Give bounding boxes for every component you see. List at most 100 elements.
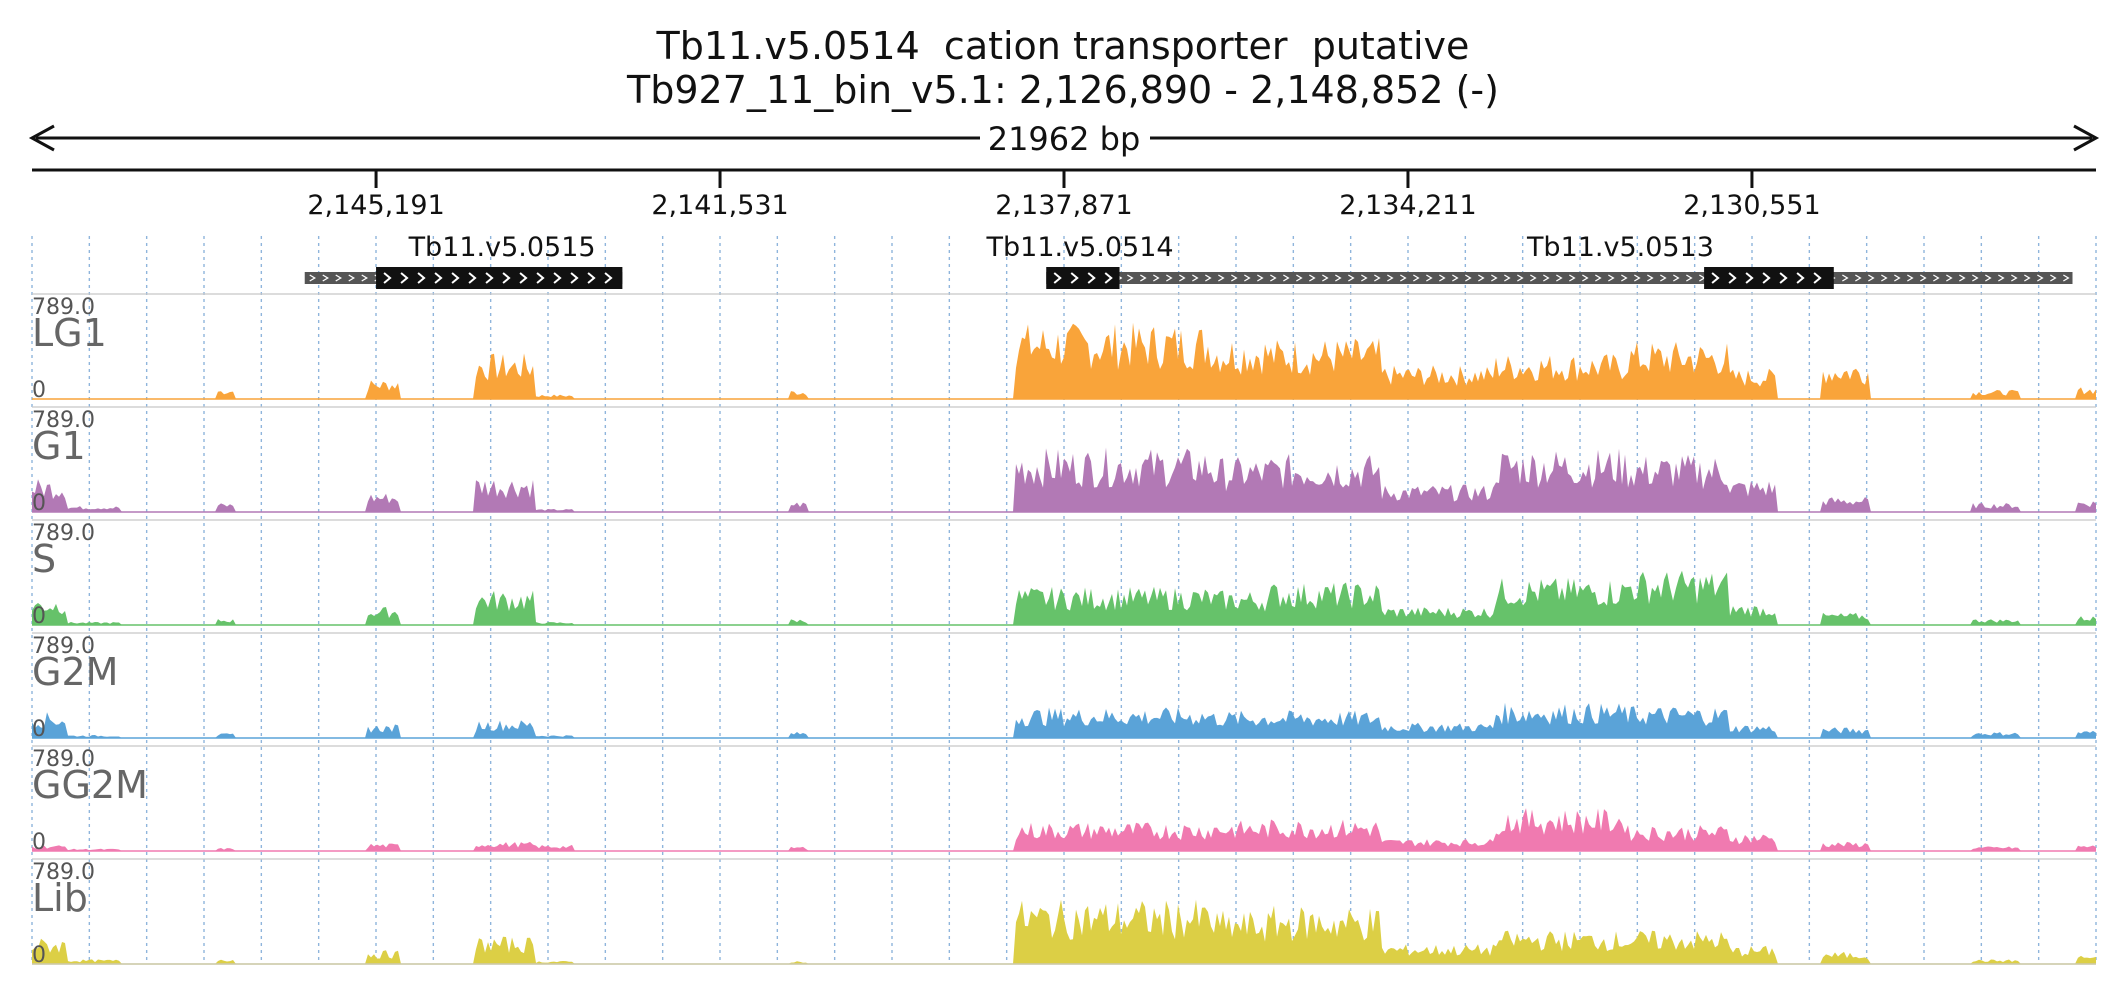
gene-utr-chevron-2 <box>1257 274 1264 282</box>
gene-utr-chevron-2 <box>2063 274 2070 282</box>
gene-utr-chevron-2 <box>1283 274 1290 282</box>
y-min-label-1: 0 <box>32 491 46 516</box>
y-max-label-0: 789.0 <box>32 295 95 320</box>
coverage-area-lib <box>32 899 2096 964</box>
gene-utr-chevron-2 <box>1543 274 1550 282</box>
x-tick-label-2: 2,137,871 <box>995 190 1132 221</box>
gene-cds-chevron-2 <box>1813 272 1822 284</box>
chart-subtitle: Tb927_11_bin_v5.1: 2,126,890 - 2,148,852… <box>627 68 1499 112</box>
x-tick-label-3: 2,134,211 <box>1339 190 1476 221</box>
y-max-label-4: 789.0 <box>32 747 95 772</box>
gene-utr-chevron-2 <box>1972 274 1979 282</box>
gene-cds-chevron-0 <box>604 272 613 284</box>
gene-utr-chevron-0 <box>322 274 329 282</box>
gene-utr-chevron-2 <box>1465 274 1472 282</box>
chart-title: Tb11.v5.0514 cation transporter putative <box>656 24 1470 68</box>
gene-utr-chevron-2 <box>1530 274 1537 282</box>
track-label-gg2m: GG2M <box>32 763 148 807</box>
gene-cds-1 <box>1046 267 1120 289</box>
coverage-area-lg1 <box>32 322 2096 399</box>
gene-utr-chevron-0 <box>309 274 316 282</box>
gene-cds-chevron-1 <box>1053 272 1062 284</box>
gene-utr-chevron-2 <box>1387 274 1394 282</box>
gene-utr-chevron-2 <box>1374 274 1381 282</box>
x-tick-label-0: 2,145,191 <box>307 190 444 221</box>
gene-utr-chevron-2 <box>1621 274 1628 282</box>
gene-utr-chevron-2 <box>1608 274 1615 282</box>
gene-utr-2 <box>1122 272 2073 284</box>
gene-utr-chevron-2 <box>1231 274 1238 282</box>
gene-utr-chevron-2 <box>1426 274 1433 282</box>
gene-utr-chevron-2 <box>1413 274 1420 282</box>
gene-utr-chevron-2 <box>1192 274 1199 282</box>
gene-utr-chevron-2 <box>1166 274 1173 282</box>
gene-utr-chevron-2 <box>1881 274 1888 282</box>
gene-cds-chevron-1 <box>1070 272 1079 284</box>
coverage-area-gg2m <box>32 808 2096 851</box>
gene-utr-chevron-2 <box>1309 274 1316 282</box>
gene-utr-chevron-2 <box>1517 274 1524 282</box>
track-label-s: S <box>32 537 56 581</box>
gene-utr-chevron-2 <box>1348 274 1355 282</box>
gene-utr-chevron-0 <box>361 274 368 282</box>
gene-label-1: Tb11.v5.0514 <box>986 232 1174 263</box>
gene-cds-chevron-2 <box>1796 272 1805 284</box>
gene-utr-chevron-2 <box>1569 274 1576 282</box>
x-tick-label-1: 2,141,531 <box>651 190 788 221</box>
gene-utr-chevron-2 <box>2011 274 2018 282</box>
track-label-g2m: G2M <box>32 650 118 694</box>
gene-cds-chevron-0 <box>485 272 494 284</box>
gene-cds-chevron-0 <box>468 272 477 284</box>
gene-cds-chevron-0 <box>383 272 392 284</box>
track-label-g1: G1 <box>32 424 86 468</box>
gene-utr-chevron-2 <box>1634 274 1641 282</box>
gene-utr-chevron-2 <box>2024 274 2031 282</box>
y-min-label-2: 0 <box>32 604 46 629</box>
gene-cds-chevron-0 <box>434 272 443 284</box>
y-min-label-3: 0 <box>32 717 46 742</box>
gene-cds-chevron-2 <box>1762 272 1771 284</box>
gene-utr-chevron-2 <box>1855 274 1862 282</box>
coverage-area-g2m <box>32 702 2096 738</box>
gene-cds-chevron-2 <box>1745 272 1754 284</box>
gene-utr-chevron-2 <box>1218 274 1225 282</box>
y-min-label-4: 0 <box>32 830 46 855</box>
gene-utr-chevron-2 <box>1907 274 1914 282</box>
track-label-lib: Lib <box>32 876 88 920</box>
gene-utr-chevron-2 <box>1933 274 1940 282</box>
gene-utr-chevron-2 <box>1894 274 1901 282</box>
gene-utr-chevron-2 <box>1686 274 1693 282</box>
gene-utr-chevron-2 <box>1556 274 1563 282</box>
gene-utr-chevron-2 <box>1946 274 1953 282</box>
span-arrow-left-head <box>28 124 55 152</box>
gene-utr-chevron-2 <box>2050 274 2057 282</box>
x-tick-label-4: 2,130,551 <box>1683 190 1820 221</box>
y-max-label-1: 789.0 <box>32 408 95 433</box>
gene-utr-chevron-0 <box>335 274 342 282</box>
coverage-area-g1 <box>32 447 2096 512</box>
gene-utr-chevron-2 <box>1660 274 1667 282</box>
gene-utr-chevron-2 <box>1478 274 1485 282</box>
gene-utr-chevron-2 <box>1361 274 1368 282</box>
gene-cds-chevron-0 <box>587 272 596 284</box>
gene-utr-chevron-2 <box>1140 274 1147 282</box>
gene-utr-chevron-2 <box>1439 274 1446 282</box>
gene-cds-chevron-0 <box>553 272 562 284</box>
gene-utr-chevron-2 <box>1582 274 1589 282</box>
gene-utr-chevron-2 <box>1452 274 1459 282</box>
gene-utr-chevron-2 <box>1296 274 1303 282</box>
gene-utr-chevron-2 <box>1985 274 1992 282</box>
gene-utr-chevron-2 <box>1127 274 1134 282</box>
gene-utr-chevron-2 <box>1322 274 1329 282</box>
gene-cds-chevron-2 <box>1711 272 1720 284</box>
y-max-label-3: 789.0 <box>32 634 95 659</box>
gene-utr-chevron-2 <box>1595 274 1602 282</box>
gene-cds-chevron-1 <box>1104 272 1113 284</box>
span-length-label: 21962 bp <box>988 120 1141 158</box>
gene-utr-chevron-2 <box>1647 274 1654 282</box>
gene-cds-chevron-1 <box>1087 272 1096 284</box>
gene-utr-chevron-2 <box>1504 274 1511 282</box>
gene-cds-chevron-0 <box>570 272 579 284</box>
gene-cds-chevron-0 <box>536 272 545 284</box>
